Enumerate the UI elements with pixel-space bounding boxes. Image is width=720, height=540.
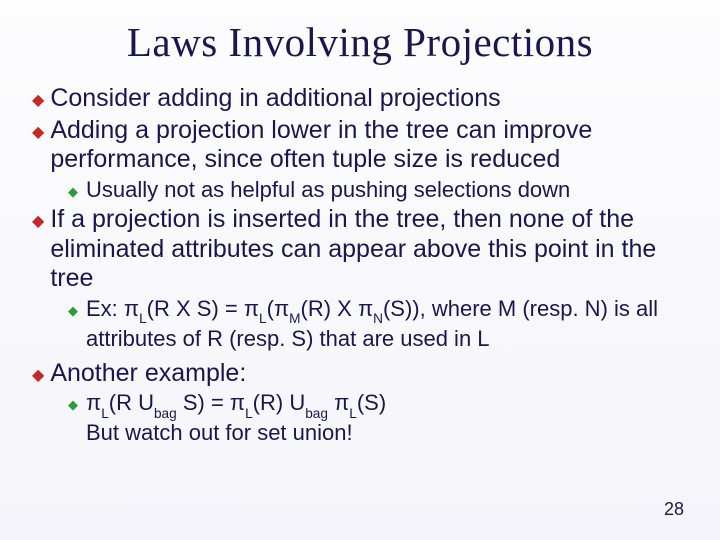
pi-4: π xyxy=(358,296,373,321)
u-mid3: (R) U xyxy=(253,390,306,415)
bullet-diamond-icon: ◆ xyxy=(68,394,78,416)
pi-6: π xyxy=(230,390,245,415)
bullet-3: ◆ If a projection is inserted in the tre… xyxy=(30,205,690,294)
bullet-square-icon: ◆ xyxy=(32,363,44,388)
pi-5: π xyxy=(86,390,101,415)
bullet-square-icon: ◆ xyxy=(32,209,44,234)
slide-title: Laws Involving Projections xyxy=(30,18,690,66)
u-line2: But watch out for set union! xyxy=(86,420,353,445)
bullet-square-icon: ◆ xyxy=(32,120,44,145)
sub-bag-1: bag xyxy=(154,406,177,421)
pi-7: π xyxy=(334,390,349,415)
ex-mid3: (R) X xyxy=(301,296,358,321)
bullet-4-sub-1-text: πL(R Ubag S) = πL(R) Ubag πL(S) But watc… xyxy=(86,390,690,447)
ex-mid2: ( xyxy=(267,296,274,321)
bullet-4: ◆ Another example: xyxy=(30,359,690,389)
sub-L-4: L xyxy=(245,406,253,421)
pi-1: π xyxy=(124,296,139,321)
u-mid1: (R U xyxy=(109,390,154,415)
bullet-diamond-icon: ◆ xyxy=(68,300,78,322)
sub-M: M xyxy=(289,311,300,326)
bullet-1-text: Consider adding in additional projection… xyxy=(50,84,690,114)
bullet-diamond-icon: ◆ xyxy=(68,181,78,203)
ex-prefix: Ex: xyxy=(86,296,124,321)
u-mid2: S) = xyxy=(177,390,230,415)
bullet-4-text: Another example: xyxy=(50,359,690,389)
bullet-3-sub-1-text: Ex: πL(R X S) = πL(πM(R) X πN(S)), where… xyxy=(86,296,690,353)
bullet-1: ◆ Consider adding in additional projecti… xyxy=(30,84,690,114)
bullet-4-sub-1: ◆ πL(R Ubag S) = πL(R) Ubag πL(S) But wa… xyxy=(30,390,690,447)
bullet-square-icon: ◆ xyxy=(32,88,44,113)
bullet-3-sub-1: ◆ Ex: πL(R X S) = πL(πM(R) X πN(S)), whe… xyxy=(30,296,690,353)
pi-3: π xyxy=(274,296,289,321)
sub-L-1: L xyxy=(139,311,147,326)
page-number: 28 xyxy=(664,499,684,520)
u-tail: (S) xyxy=(357,390,386,415)
sub-L-3: L xyxy=(101,406,109,421)
sub-N: N xyxy=(373,311,383,326)
bullet-2: ◆ Adding a projection lower in the tree … xyxy=(30,116,690,175)
pi-2: π xyxy=(244,296,259,321)
sub-L-2: L xyxy=(259,311,267,326)
sub-bag-2: bag xyxy=(305,406,328,421)
bullet-3-text: If a projection is inserted in the tree,… xyxy=(50,205,690,294)
bullet-2-text: Adding a projection lower in the tree ca… xyxy=(50,116,690,175)
ex-mid1: (R X S) = xyxy=(147,296,244,321)
bullet-2-sub-1-text: Usually not as helpful as pushing select… xyxy=(86,177,690,204)
bullet-2-sub-1: ◆ Usually not as helpful as pushing sele… xyxy=(30,177,690,204)
sub-L-5: L xyxy=(349,406,357,421)
slide: Laws Involving Projections ◆ Consider ad… xyxy=(0,0,720,540)
